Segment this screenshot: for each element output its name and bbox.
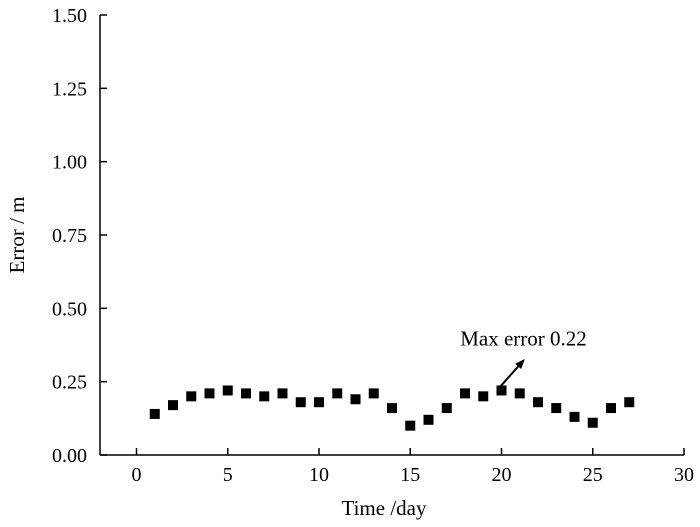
data-point bbox=[277, 388, 288, 399]
annotation: Max error 0.22 bbox=[460, 326, 587, 389]
x-tick-label: 15 bbox=[400, 464, 420, 486]
data-point bbox=[314, 397, 324, 408]
data-point bbox=[168, 400, 178, 411]
x-tick-label: 10 bbox=[309, 464, 329, 486]
data-point bbox=[587, 417, 598, 428]
data-point bbox=[149, 408, 160, 419]
x-tick-label: 20 bbox=[492, 464, 512, 486]
y-axis-label: Error / m bbox=[5, 197, 29, 274]
data-point bbox=[241, 388, 251, 399]
data-point bbox=[387, 403, 397, 414]
data-point bbox=[259, 391, 270, 402]
data-points bbox=[149, 385, 635, 431]
y-tick-label: 1.25 bbox=[52, 78, 87, 100]
data-point bbox=[606, 403, 616, 414]
y-tick-label: 1.00 bbox=[52, 152, 87, 174]
data-point bbox=[478, 391, 489, 402]
annotation-arrow bbox=[498, 358, 525, 389]
annotation-text: Max error 0.22 bbox=[460, 326, 587, 350]
data-point bbox=[624, 397, 635, 408]
data-point bbox=[368, 388, 379, 399]
data-point bbox=[350, 394, 361, 405]
data-point bbox=[423, 414, 434, 425]
data-point bbox=[222, 385, 233, 396]
y-tick-label: 0.50 bbox=[52, 298, 87, 320]
y-tick-label: 0.75 bbox=[52, 225, 87, 247]
x-axis-label: Time /day bbox=[342, 496, 427, 520]
data-point bbox=[569, 411, 580, 422]
y-tick-label: 1.50 bbox=[52, 5, 87, 27]
x-tick-label: 25 bbox=[583, 464, 603, 486]
x-tick-label: 0 bbox=[132, 464, 142, 486]
data-point bbox=[295, 397, 306, 408]
data-point bbox=[514, 388, 525, 399]
x-tick-label: 5 bbox=[223, 464, 233, 486]
data-point bbox=[441, 403, 452, 414]
data-point bbox=[496, 385, 507, 396]
data-point bbox=[551, 403, 562, 414]
data-point bbox=[332, 388, 343, 399]
x-tick-label: 30 bbox=[674, 464, 694, 486]
data-point bbox=[186, 391, 197, 402]
axes bbox=[99, 15, 684, 456]
data-point bbox=[204, 388, 215, 399]
data-point bbox=[460, 388, 470, 399]
y-tick-label: 0.25 bbox=[52, 372, 87, 394]
data-point bbox=[533, 397, 543, 408]
data-point bbox=[405, 420, 416, 431]
ticks: 0 5 10 15 20 25 30 0.00 0.25 0.50 0.75 1.00 1.25 1.50 bbox=[52, 5, 694, 486]
y-tick-label: 0.00 bbox=[52, 445, 87, 467]
